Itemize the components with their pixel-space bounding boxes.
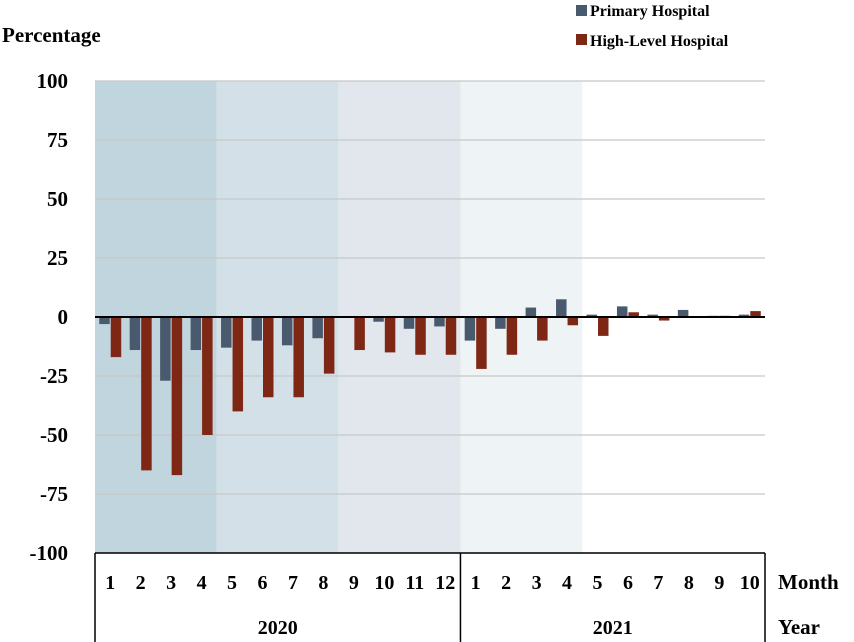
bar-primary-13: [464, 317, 476, 341]
axes: [94, 316, 766, 642]
bar-primary-6: [251, 317, 262, 341]
bar-primary-10: [373, 317, 384, 322]
x-tick-label: 12: [435, 572, 455, 594]
legend-label-primary: Primary Hospital: [590, 3, 710, 20]
x-tick-label: 2: [501, 572, 511, 594]
x-tick-label: 9: [349, 572, 359, 594]
bar-high-level-17: [598, 317, 609, 336]
y-tick-label: -25: [40, 364, 68, 388]
bar-high-level-8: [323, 317, 335, 374]
y-tick-label: 75: [47, 128, 68, 152]
x-tick-label: 6: [258, 572, 268, 594]
y-tick-label: 50: [47, 187, 68, 211]
bar-primary-14: [495, 317, 506, 329]
bar-primary-16: [556, 299, 567, 317]
y-tick-labels: 100 75 50 25 0 -25 -50 -75 -100: [30, 69, 69, 565]
bar-high-level-11: [415, 317, 426, 355]
bar-high-level-9: [354, 317, 365, 351]
y-axis-title: Percentage: [2, 23, 101, 47]
bar-high-level-4: [202, 317, 213, 435]
y-tick-label: 0: [58, 305, 69, 329]
x-tick-label: 3: [532, 572, 542, 594]
bar-primary-18: [616, 306, 628, 317]
x-tick-label: 11: [405, 572, 424, 594]
bar-high-level-18: [628, 312, 639, 317]
bar-high-level-14: [506, 317, 518, 355]
bar-high-level-15: [537, 317, 548, 341]
bar-high-level-6: [263, 317, 274, 398]
x-tick-label: 8: [318, 572, 328, 594]
year-labels: 2020 2021: [258, 617, 633, 639]
x-tick-labels: 1 2 3 4 5 6 7 8 9 10 11 12 1 2 3 4 5 6 7 8 9 10: [105, 572, 760, 594]
year-label-2020: 2020: [258, 617, 298, 639]
bar-primary-22: [738, 314, 750, 317]
bar-primary-2: [129, 317, 141, 351]
bar-primary-20: [677, 309, 689, 317]
x-tick-label: 5: [227, 572, 237, 594]
x-axis-title-month: Month: [778, 570, 839, 594]
x-tick-label: 6: [623, 572, 633, 594]
bar-high-level-13: [476, 317, 487, 369]
legend-label-high-level: High-Level Hospital: [590, 33, 729, 50]
bar-primary-15: [525, 307, 537, 317]
bar-primary-4: [190, 317, 202, 351]
bar-primary-8: [312, 317, 323, 339]
bar-high-level-16: [567, 317, 579, 326]
x-tick-label: 8: [684, 572, 694, 594]
y-tick-label: 100: [37, 69, 69, 93]
bar-primary-3: [160, 317, 171, 381]
bar-high-level-10: [384, 317, 396, 353]
x-tick-label: 10: [374, 572, 394, 594]
bar-high-level-5: [232, 317, 244, 412]
y-tick-label: -50: [40, 423, 68, 447]
x-tick-label: 9: [714, 572, 724, 594]
bar-high-level-2: [141, 317, 152, 471]
y-tick-label: -75: [40, 482, 68, 506]
bar-high-level-1: [110, 317, 122, 358]
x-tick-label: 4: [197, 572, 207, 594]
bar-primary-5: [221, 317, 232, 348]
x-tick-label: 7: [653, 572, 663, 594]
bar-high-level-3: [171, 317, 183, 476]
bar-high-level-19: [658, 317, 670, 321]
bar-primary-7: [281, 317, 293, 346]
bar-primary-1: [99, 317, 110, 325]
bar-high-level-22: [750, 311, 761, 317]
x-tick-label: 1: [471, 572, 481, 594]
x-tick-label: 2: [136, 572, 146, 594]
x-tick-label: 10: [740, 572, 760, 594]
x-tick-label: 3: [166, 572, 176, 594]
gridlines: [95, 80, 765, 554]
bar-primary-11: [403, 317, 415, 329]
bar-primary-12: [434, 317, 445, 327]
x-tick-label: 1: [105, 572, 115, 594]
legend-swatch-primary: [576, 5, 587, 16]
x-tick-label: 5: [593, 572, 603, 594]
y-tick-label: -100: [30, 541, 69, 565]
legend-swatch-high-level: [576, 34, 587, 45]
x-tick-label: 7: [288, 572, 298, 594]
year-label-2021: 2021: [593, 617, 633, 639]
bar-high-level-7: [293, 317, 304, 398]
bar-primary-17: [586, 314, 597, 317]
x-axis-title-year: Year: [778, 615, 820, 639]
bar-high-level-12: [445, 317, 457, 355]
bar-primary-19: [647, 314, 658, 317]
legend: Primary Hospital High-Level Hospital: [576, 3, 729, 50]
y-tick-label: 25: [47, 246, 68, 270]
x-tick-label: 4: [562, 572, 572, 594]
